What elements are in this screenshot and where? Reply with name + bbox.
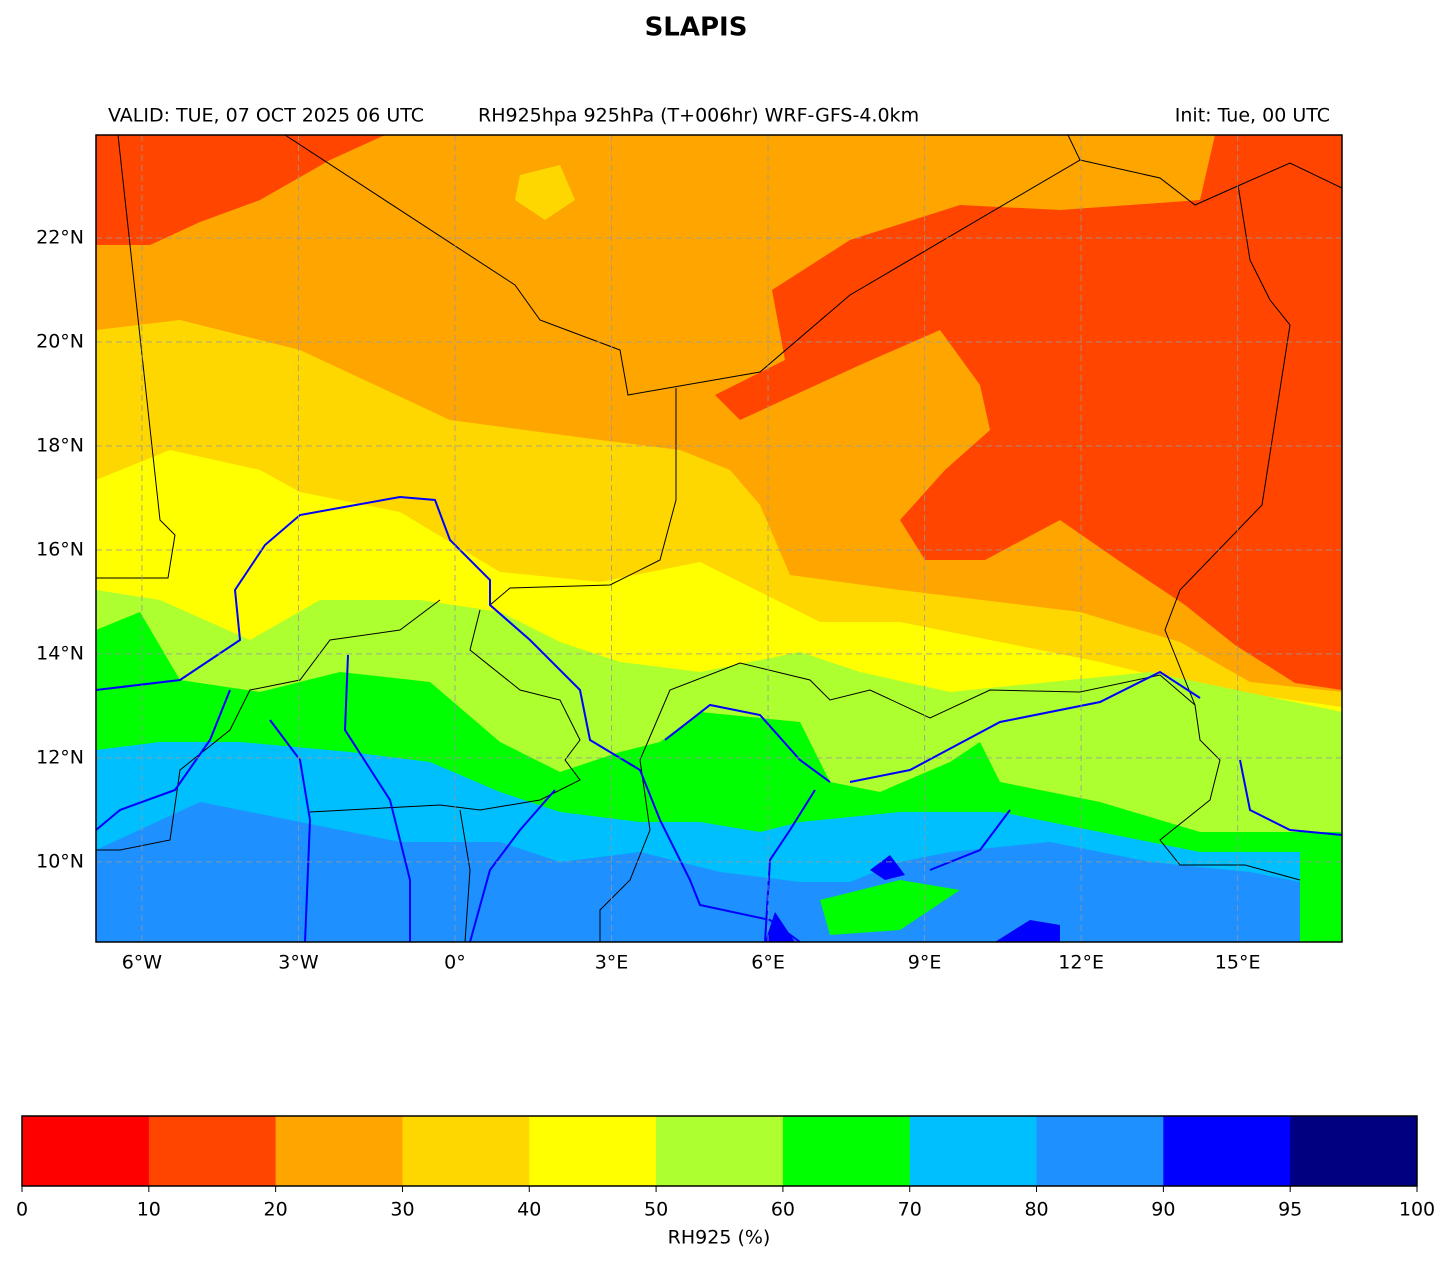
colorbar-tick-label: 90	[1151, 1199, 1175, 1221]
colorbar-segment	[909, 1116, 1038, 1186]
colorbar-tick-label: 60	[771, 1199, 795, 1221]
borders	[96, 135, 1342, 942]
colorbar: 0 10 20 30 40 50 60 70 80 90 95 100	[16, 1116, 1435, 1221]
plot-frame	[95, 134, 1343, 943]
colorbar-tick-label: 50	[644, 1199, 668, 1221]
x-tick-label: 6°W	[122, 952, 163, 974]
colorbar-tick-label: 10	[137, 1199, 161, 1221]
colorbar-tick-label: 40	[517, 1199, 541, 1221]
x-tick-label: 3°W	[278, 952, 319, 974]
colorbar-tick-label: 30	[390, 1199, 414, 1221]
colorbar-tick-label: 100	[1399, 1199, 1435, 1221]
axes: 6°W 3°W 0° 3°E 6°E 9°E 12°E 15°E 10°N 12°N 14°N 16°…	[36, 135, 1342, 974]
x-tick-label: 9°E	[908, 952, 942, 974]
x-tick-label: 15°E	[1215, 952, 1261, 974]
title: SLAPIS	[645, 13, 748, 43]
subtitle-left: VALID: TUE, 07 OCT 2025 06 UTC	[108, 105, 424, 127]
y-tick-label: 12°N	[36, 746, 84, 768]
colorbar-segment	[529, 1116, 657, 1186]
colorbar-segment	[402, 1116, 530, 1186]
y-tick-label: 16°N	[36, 538, 84, 560]
colorbar-tick-label: 0	[16, 1199, 28, 1221]
subtitle-center: RH925hpa 925hPa (T+006hr) WRF-GFS-4.0km	[478, 105, 919, 127]
y-tick-label: 18°N	[36, 434, 84, 456]
x-tick-label: 6°E	[751, 952, 785, 974]
y-tick-label: 10°N	[36, 850, 84, 872]
colorbar-tick-label: 70	[898, 1199, 922, 1221]
colorbar-segment	[1290, 1116, 1418, 1186]
x-tick-label: 0°	[444, 952, 466, 974]
colorbar-segment	[1036, 1116, 1164, 1186]
colorbar-tick-label: 80	[1024, 1199, 1048, 1221]
colorbar-frame	[21, 1115, 1418, 1187]
colorbar-tick-label: 20	[264, 1199, 288, 1221]
y-tick-label: 22°N	[36, 226, 84, 248]
colorbar-tick-label: 95	[1278, 1199, 1302, 1221]
colorbar-segment	[782, 1116, 911, 1186]
subtitle-right: Init: Tue, 00 UTC	[1175, 105, 1330, 127]
x-tick-label: 12°E	[1058, 952, 1104, 974]
colorbar-segment	[1163, 1116, 1291, 1186]
colorbar-segment	[656, 1116, 784, 1186]
colorbar-segment	[22, 1116, 150, 1186]
colorbar-segment	[275, 1116, 403, 1186]
map-field	[96, 135, 1342, 942]
colorbar-segment	[148, 1116, 277, 1186]
rivers	[96, 495, 1342, 942]
colorbar-label: RH925 (%)	[668, 1227, 771, 1249]
y-tick-label: 20°N	[36, 330, 84, 352]
x-tick-label: 3°E	[595, 952, 629, 974]
y-tick-label: 14°N	[36, 642, 84, 664]
